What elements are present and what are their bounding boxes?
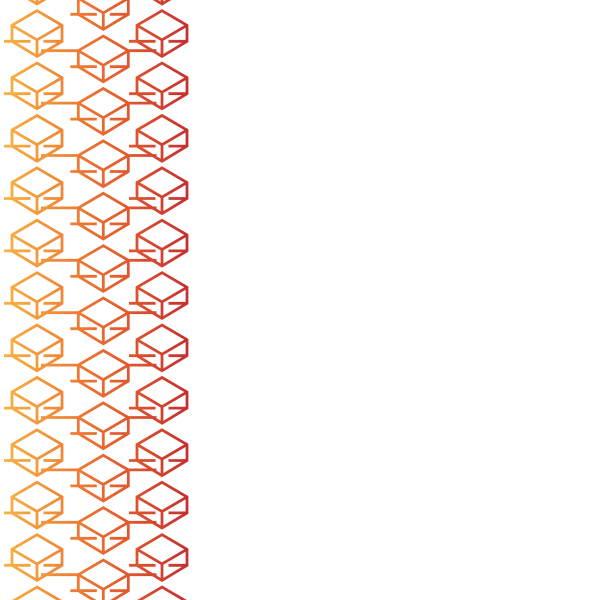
blockchain-cube-icon — [4, 9, 64, 59]
blockchain-cube-icon — [4, 533, 64, 583]
blockchain-cube-icon — [41, 244, 157, 294]
blockchain-cube-icon — [129, 9, 189, 59]
blockchain-cube-icon — [27, 0, 47, 6]
blockchain-cube-icon — [41, 348, 157, 398]
blockchain-cube-icon — [41, 558, 157, 600]
blockchain-cube-icon — [4, 61, 64, 111]
blockchain-cube-icon — [129, 166, 189, 216]
blockchain-cube-icon — [129, 61, 189, 111]
blockchain-cube-icon — [129, 323, 189, 373]
blockchain-cube-icon — [4, 375, 64, 425]
blockchain-cube-icon — [4, 480, 64, 530]
blockchain-cube-icon — [129, 113, 189, 163]
blockchain-cube-icon — [152, 0, 172, 6]
blockchain-cube-icon — [4, 323, 64, 373]
blockchain-cube-icon — [70, 0, 130, 32]
blockchain-cube-icon — [4, 113, 64, 163]
blockchain-cube-icon — [129, 533, 189, 583]
blockchain-cube-icon — [41, 34, 157, 84]
blockchain-cube-icon — [129, 428, 189, 478]
blockchain-cube-icon — [129, 271, 189, 321]
blockchain-cube-icon — [41, 191, 157, 241]
blockchain-cube-icon — [129, 218, 189, 268]
cube-pattern-group — [4, 0, 189, 600]
blockchain-cube-icon — [41, 401, 157, 451]
blockchain-cube-icon — [129, 375, 189, 425]
blockchain-cube-icon — [129, 480, 189, 530]
blockchain-cube-icon — [41, 86, 157, 136]
blockchain-cube-icon — [41, 453, 157, 503]
blockchain-cube-icon — [41, 296, 157, 346]
blockchain-cube-icon — [41, 139, 157, 189]
blockchain-cube-icon — [12, 585, 62, 600]
blockchain-cube-icon — [4, 166, 64, 216]
blockchain-cube-icon — [4, 218, 64, 268]
blockchain-cube-icon — [137, 585, 187, 600]
blockchain-cube-icon — [4, 428, 64, 478]
blockchain-cube-icon — [4, 271, 64, 321]
blockchain-cube-icon — [41, 506, 157, 556]
